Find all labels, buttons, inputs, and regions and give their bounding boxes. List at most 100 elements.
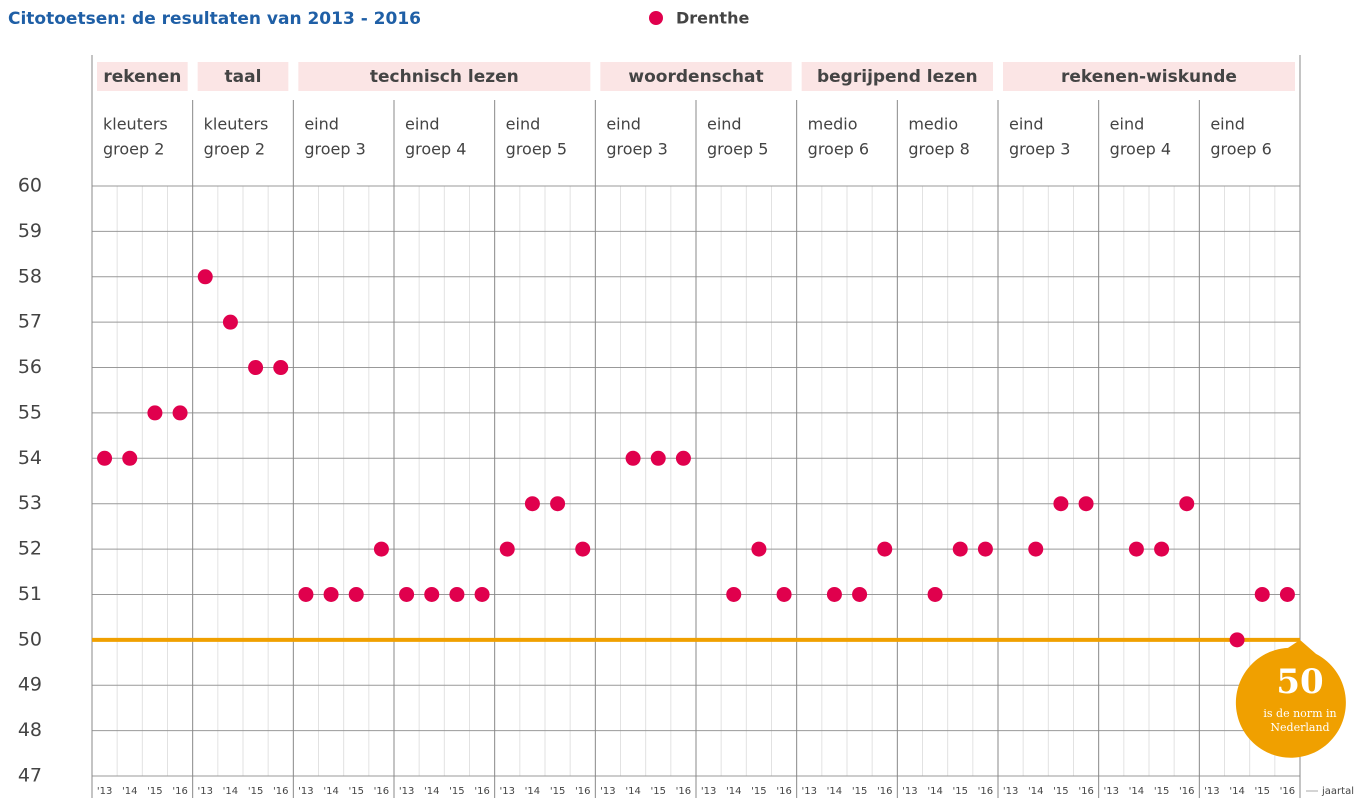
norm-badge	[1235, 639, 1346, 758]
data-point	[424, 586, 440, 602]
x-tick-label: '15	[751, 786, 766, 797]
section-header: woordenschat	[628, 67, 763, 87]
x-tick-label: '13	[1204, 786, 1219, 797]
data-point	[1229, 632, 1245, 648]
x-tick-label: '15	[1154, 786, 1169, 797]
group-label: eind	[1009, 115, 1044, 134]
norm-badge-text: is de norm in	[1263, 707, 1336, 720]
data-point	[222, 314, 238, 330]
x-tick-label: '14	[525, 786, 540, 797]
x-tick-label: '14	[122, 786, 137, 797]
norm-badge-value: 50	[1276, 662, 1323, 702]
x-tick-label: '16	[978, 786, 993, 797]
data-point	[927, 586, 943, 602]
data-point	[399, 586, 415, 602]
data-point	[97, 450, 113, 466]
data-point	[348, 586, 364, 602]
x-tick-label: '15	[651, 786, 666, 797]
data-point	[575, 541, 591, 557]
y-tick-label: 57	[18, 311, 42, 333]
group-label: eind	[405, 115, 440, 134]
section-header-bg	[600, 62, 792, 91]
data-point	[1128, 541, 1144, 557]
x-tick-label: '14	[323, 786, 338, 797]
x-tick-label: '16	[474, 786, 489, 797]
data-point	[197, 269, 213, 285]
x-tick-label: '14	[827, 786, 842, 797]
data-point	[298, 586, 314, 602]
data-point	[1179, 496, 1195, 512]
legend-label: Drenthe	[676, 9, 749, 28]
data-point	[248, 360, 264, 376]
group-label: groep 6	[1210, 140, 1271, 159]
data-point	[449, 586, 465, 602]
x-tick-label: '16	[877, 786, 892, 797]
group-label: groep 2	[204, 140, 265, 159]
group-label: eind	[606, 115, 641, 134]
section-header-bg	[1003, 62, 1295, 91]
data-point	[1053, 496, 1069, 512]
x-tick-label: '13	[399, 786, 414, 797]
x-tick-label: '13	[97, 786, 112, 797]
data-point	[826, 586, 842, 602]
x-tick-label: '15	[147, 786, 162, 797]
x-tick-label: '15	[953, 786, 968, 797]
x-tick-label: '16	[1280, 786, 1295, 797]
y-tick-label: 54	[18, 447, 42, 469]
y-tick-label: 48	[18, 719, 42, 741]
section-header: begrijpend lezen	[817, 67, 978, 87]
x-tick-label: '16	[374, 786, 389, 797]
x-tick-label: '13	[1003, 786, 1018, 797]
y-tick-label: 49	[18, 674, 42, 696]
x-tick-label: '14	[424, 786, 439, 797]
x-tick-label: '16	[676, 786, 691, 797]
x-tick-label: '16	[1179, 786, 1194, 797]
data-point	[147, 405, 163, 421]
data-point	[474, 586, 490, 602]
x-tick-label: '13	[701, 786, 716, 797]
data-point	[499, 541, 515, 557]
x-tick-label: '15	[449, 786, 464, 797]
norm-badge-text: Nederland	[1270, 721, 1329, 734]
y-tick-label: 53	[18, 492, 42, 514]
data-point	[852, 586, 868, 602]
x-tick-label: '14	[1129, 786, 1144, 797]
group-label: eind	[506, 115, 541, 134]
x-tick-label: '16	[776, 786, 791, 797]
y-tick-label: 59	[18, 220, 42, 242]
y-tick-label: 47	[18, 765, 42, 787]
data-point	[524, 496, 540, 512]
data-point	[952, 541, 968, 557]
data-point	[877, 541, 893, 557]
group-label: groep 3	[1009, 140, 1070, 159]
x-tick-label: '16	[575, 786, 590, 797]
data-point	[122, 450, 138, 466]
data-point	[751, 541, 767, 557]
section-header: taal	[225, 67, 262, 87]
x-tick-label: '14	[1028, 786, 1043, 797]
y-tick-label: 52	[18, 538, 42, 560]
y-tick-label: 51	[18, 583, 42, 605]
data-point	[1154, 541, 1170, 557]
section-header-bg	[298, 62, 591, 91]
data-point	[1279, 586, 1295, 602]
data-point	[977, 541, 993, 557]
group-label: eind	[707, 115, 742, 134]
data-point	[675, 450, 691, 466]
data-point	[776, 586, 792, 602]
data-point	[1028, 541, 1044, 557]
group-label: medio	[808, 115, 858, 134]
x-tick-label: '14	[1229, 786, 1244, 797]
group-label: groep 8	[908, 140, 969, 159]
group-label: groep 3	[304, 140, 365, 159]
data-point	[273, 360, 289, 376]
x-tick-label: '14	[726, 786, 741, 797]
x-tick-label: '13	[500, 786, 515, 797]
section-header: rekenen-wiskunde	[1061, 67, 1237, 87]
data-point	[172, 405, 188, 421]
data-point	[373, 541, 389, 557]
x-tick-label: '16	[273, 786, 288, 797]
x-tick-label: '13	[600, 786, 615, 797]
x-tick-label: '15	[349, 786, 364, 797]
data-point	[1254, 586, 1270, 602]
